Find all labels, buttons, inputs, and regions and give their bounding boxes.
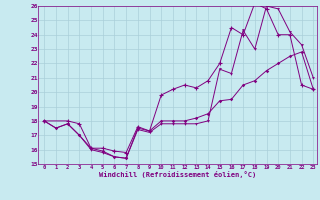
- X-axis label: Windchill (Refroidissement éolien,°C): Windchill (Refroidissement éolien,°C): [99, 171, 256, 178]
